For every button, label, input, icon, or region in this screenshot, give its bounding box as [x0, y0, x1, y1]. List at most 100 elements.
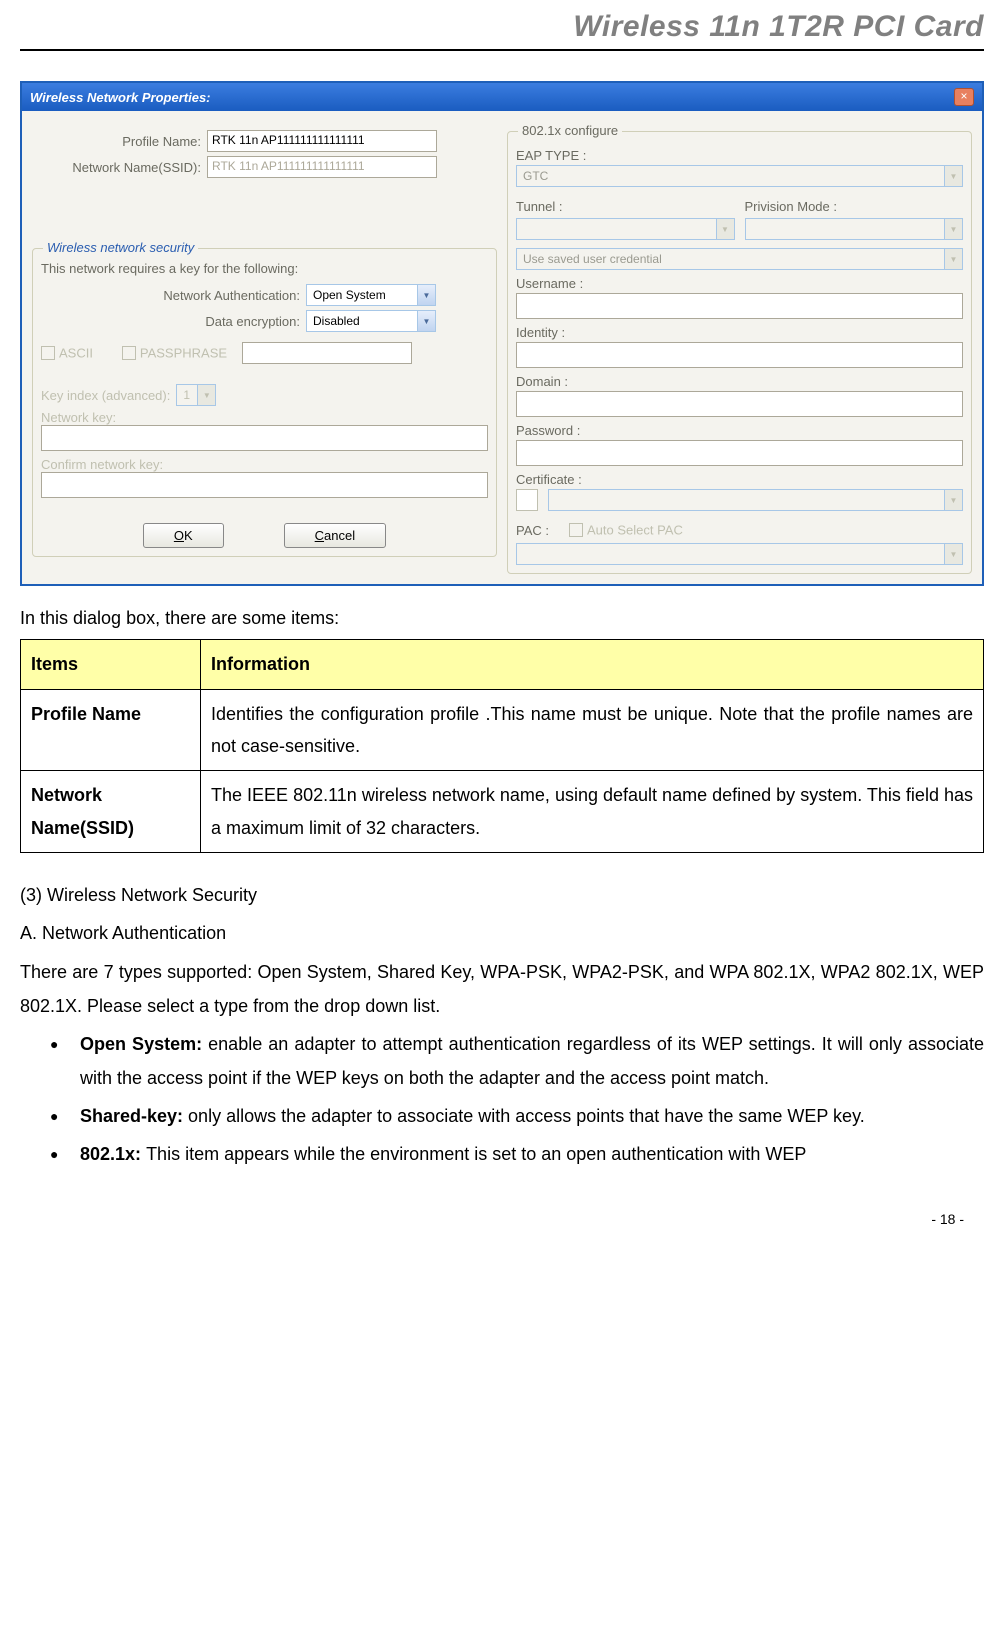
certificate-combo[interactable]: ▼	[548, 489, 963, 511]
info-table: Items Information Profile Name Identifie…	[20, 639, 984, 853]
pac-combo[interactable]: ▼	[516, 543, 963, 565]
8021x-groupbox-title: 802.1x configure	[518, 123, 622, 138]
privision-combo[interactable]: ▼	[745, 218, 964, 240]
chevron-down-icon: ▼	[944, 490, 962, 510]
section-3-title: (3) Wireless Network Security	[20, 878, 984, 912]
auto-pac-checkbox[interactable]	[569, 523, 583, 537]
list-item: 802.1x: This item appears while the envi…	[50, 1137, 984, 1171]
ascii-checkbox[interactable]	[41, 346, 55, 360]
username-label: Username :	[516, 276, 963, 291]
auth-types-list: Open System: enable an adapter to attemp…	[20, 1027, 984, 1172]
eap-type-combo[interactable]: GTC ▼	[516, 165, 963, 187]
net-auth-combo[interactable]: Open System ▼	[306, 284, 436, 306]
chevron-down-icon: ▼	[197, 385, 215, 405]
data-enc-label: Data encryption:	[41, 314, 306, 329]
identity-label: Identity :	[516, 325, 963, 340]
bullet-label: 802.1x:	[80, 1144, 146, 1164]
username-input[interactable]	[516, 293, 963, 319]
ssid-label: Network Name(SSID):	[32, 160, 207, 175]
data-enc-combo[interactable]: Disabled ▼	[306, 310, 436, 332]
pac-row: PAC : Auto Select PAC	[516, 521, 963, 539]
key-index-row: Key index (advanced): 1 ▼	[41, 384, 488, 406]
security-groupbox: Wireless network security This network r…	[32, 248, 497, 557]
network-key-input[interactable]	[41, 425, 488, 451]
table-row: Profile Name Identifies the configuratio…	[21, 689, 984, 771]
ascii-label: ASCII	[59, 346, 93, 361]
eap-type-label: EAP TYPE :	[516, 148, 963, 163]
button-row: OK Cancel	[41, 523, 488, 548]
section-a-intro: There are 7 types supported: Open System…	[20, 955, 984, 1023]
profile-name-label: Profile Name:	[32, 134, 207, 149]
eap-type-value: GTC	[517, 169, 944, 183]
confirm-key-input[interactable]	[41, 472, 488, 498]
passphrase-checkbox[interactable]	[122, 346, 136, 360]
bullet-label: Open System:	[80, 1034, 208, 1054]
use-saved-combo[interactable]: Use saved user credential ▼	[516, 248, 963, 270]
cell-info: Identifies the configuration profile .Th…	[201, 689, 984, 771]
chevron-down-icon: ▼	[944, 544, 962, 564]
profile-name-row: Profile Name: RTK 11n AP111111111111111	[32, 130, 497, 152]
auto-pac-label: Auto Select PAC	[587, 522, 683, 537]
chevron-down-icon: ▼	[417, 311, 435, 331]
ssid-row: Network Name(SSID): RTK 11n AP1111111111…	[32, 156, 497, 178]
tunnel-combo[interactable]: ▼	[516, 218, 735, 240]
requires-key-text: This network requires a key for the foll…	[41, 261, 488, 276]
ok-button[interactable]: OK	[143, 523, 224, 548]
passphrase-label: PASSPHRASE	[140, 346, 227, 361]
section-a-title: A. Network Authentication	[20, 916, 984, 950]
cell-info: The IEEE 802.11n wireless network name, …	[201, 771, 984, 853]
close-icon[interactable]: ×	[954, 88, 974, 106]
chevron-down-icon: ▼	[944, 166, 962, 186]
key-index-combo[interactable]: 1 ▼	[176, 384, 216, 406]
page-title: Wireless 11n 1T2R PCI Card	[573, 10, 984, 43]
net-auth-label: Network Authentication:	[41, 288, 306, 303]
net-auth-value: Open System	[307, 288, 417, 302]
chevron-down-icon: ▼	[716, 219, 734, 239]
dialog-title: Wireless Network Properties:	[30, 90, 954, 105]
bullet-text: This item appears while the environment …	[146, 1144, 806, 1164]
bullet-label: Shared-key:	[80, 1106, 188, 1126]
tunnel-label: Tunnel :	[516, 199, 735, 214]
net-auth-row: Network Authentication: Open System ▼	[41, 284, 488, 306]
table-header-row: Items Information	[21, 640, 984, 689]
privision-label: Privision Mode :	[745, 199, 964, 214]
left-panel: Profile Name: RTK 11n AP111111111111111 …	[32, 126, 497, 574]
certificate-label: Certificate :	[516, 472, 963, 487]
security-groupbox-title: Wireless network security	[43, 240, 198, 255]
chevron-down-icon: ▼	[944, 249, 962, 269]
8021x-groupbox: 802.1x configure EAP TYPE : GTC ▼ Tunnel…	[507, 131, 972, 574]
th-info: Information	[201, 640, 984, 689]
bullet-text: only allows the adapter to associate wit…	[188, 1106, 865, 1126]
profile-name-input[interactable]: RTK 11n AP111111111111111	[207, 130, 437, 152]
bullet-text: enable an adapter to attempt authenticat…	[80, 1034, 984, 1088]
chevron-down-icon: ▼	[417, 285, 435, 305]
data-enc-value: Disabled	[307, 314, 417, 328]
chevron-down-icon: ▼	[944, 219, 962, 239]
network-key-label: Network key:	[41, 410, 488, 425]
certificate-row: ▼	[516, 489, 963, 511]
cancel-button[interactable]: Cancel	[284, 523, 386, 548]
ssid-input[interactable]: RTK 11n AP111111111111111	[207, 156, 437, 178]
page-number: - 18 -	[0, 1191, 1004, 1247]
right-panel: 802.1x configure EAP TYPE : GTC ▼ Tunnel…	[507, 126, 972, 574]
intro-text: In this dialog box, there are some items…	[20, 601, 984, 635]
ascii-passphrase-row: ASCII PASSPHRASE	[41, 342, 488, 364]
table-row: Network Name(SSID) The IEEE 802.11n wire…	[21, 771, 984, 853]
password-input[interactable]	[516, 440, 963, 466]
certificate-checkbox[interactable]	[516, 489, 538, 511]
domain-label: Domain :	[516, 374, 963, 389]
dialog-body: Profile Name: RTK 11n AP111111111111111 …	[22, 111, 982, 584]
confirm-key-label: Confirm network key:	[41, 457, 488, 472]
pac-label: PAC :	[516, 523, 549, 538]
key-index-value: 1	[177, 388, 197, 402]
tunnel-privision-row: Tunnel : ▼ Privision Mode : ▼	[516, 193, 963, 240]
passphrase-input[interactable]	[242, 342, 412, 364]
domain-input[interactable]	[516, 391, 963, 417]
cell-item: Network Name(SSID)	[21, 771, 201, 853]
key-index-label: Key index (advanced):	[41, 388, 170, 403]
header-divider	[20, 49, 984, 51]
identity-input[interactable]	[516, 342, 963, 368]
page-header: Wireless 11n 1T2R PCI Card	[0, 0, 1004, 49]
cell-item: Profile Name	[21, 689, 201, 771]
dialog-titlebar: Wireless Network Properties: ×	[22, 83, 982, 111]
